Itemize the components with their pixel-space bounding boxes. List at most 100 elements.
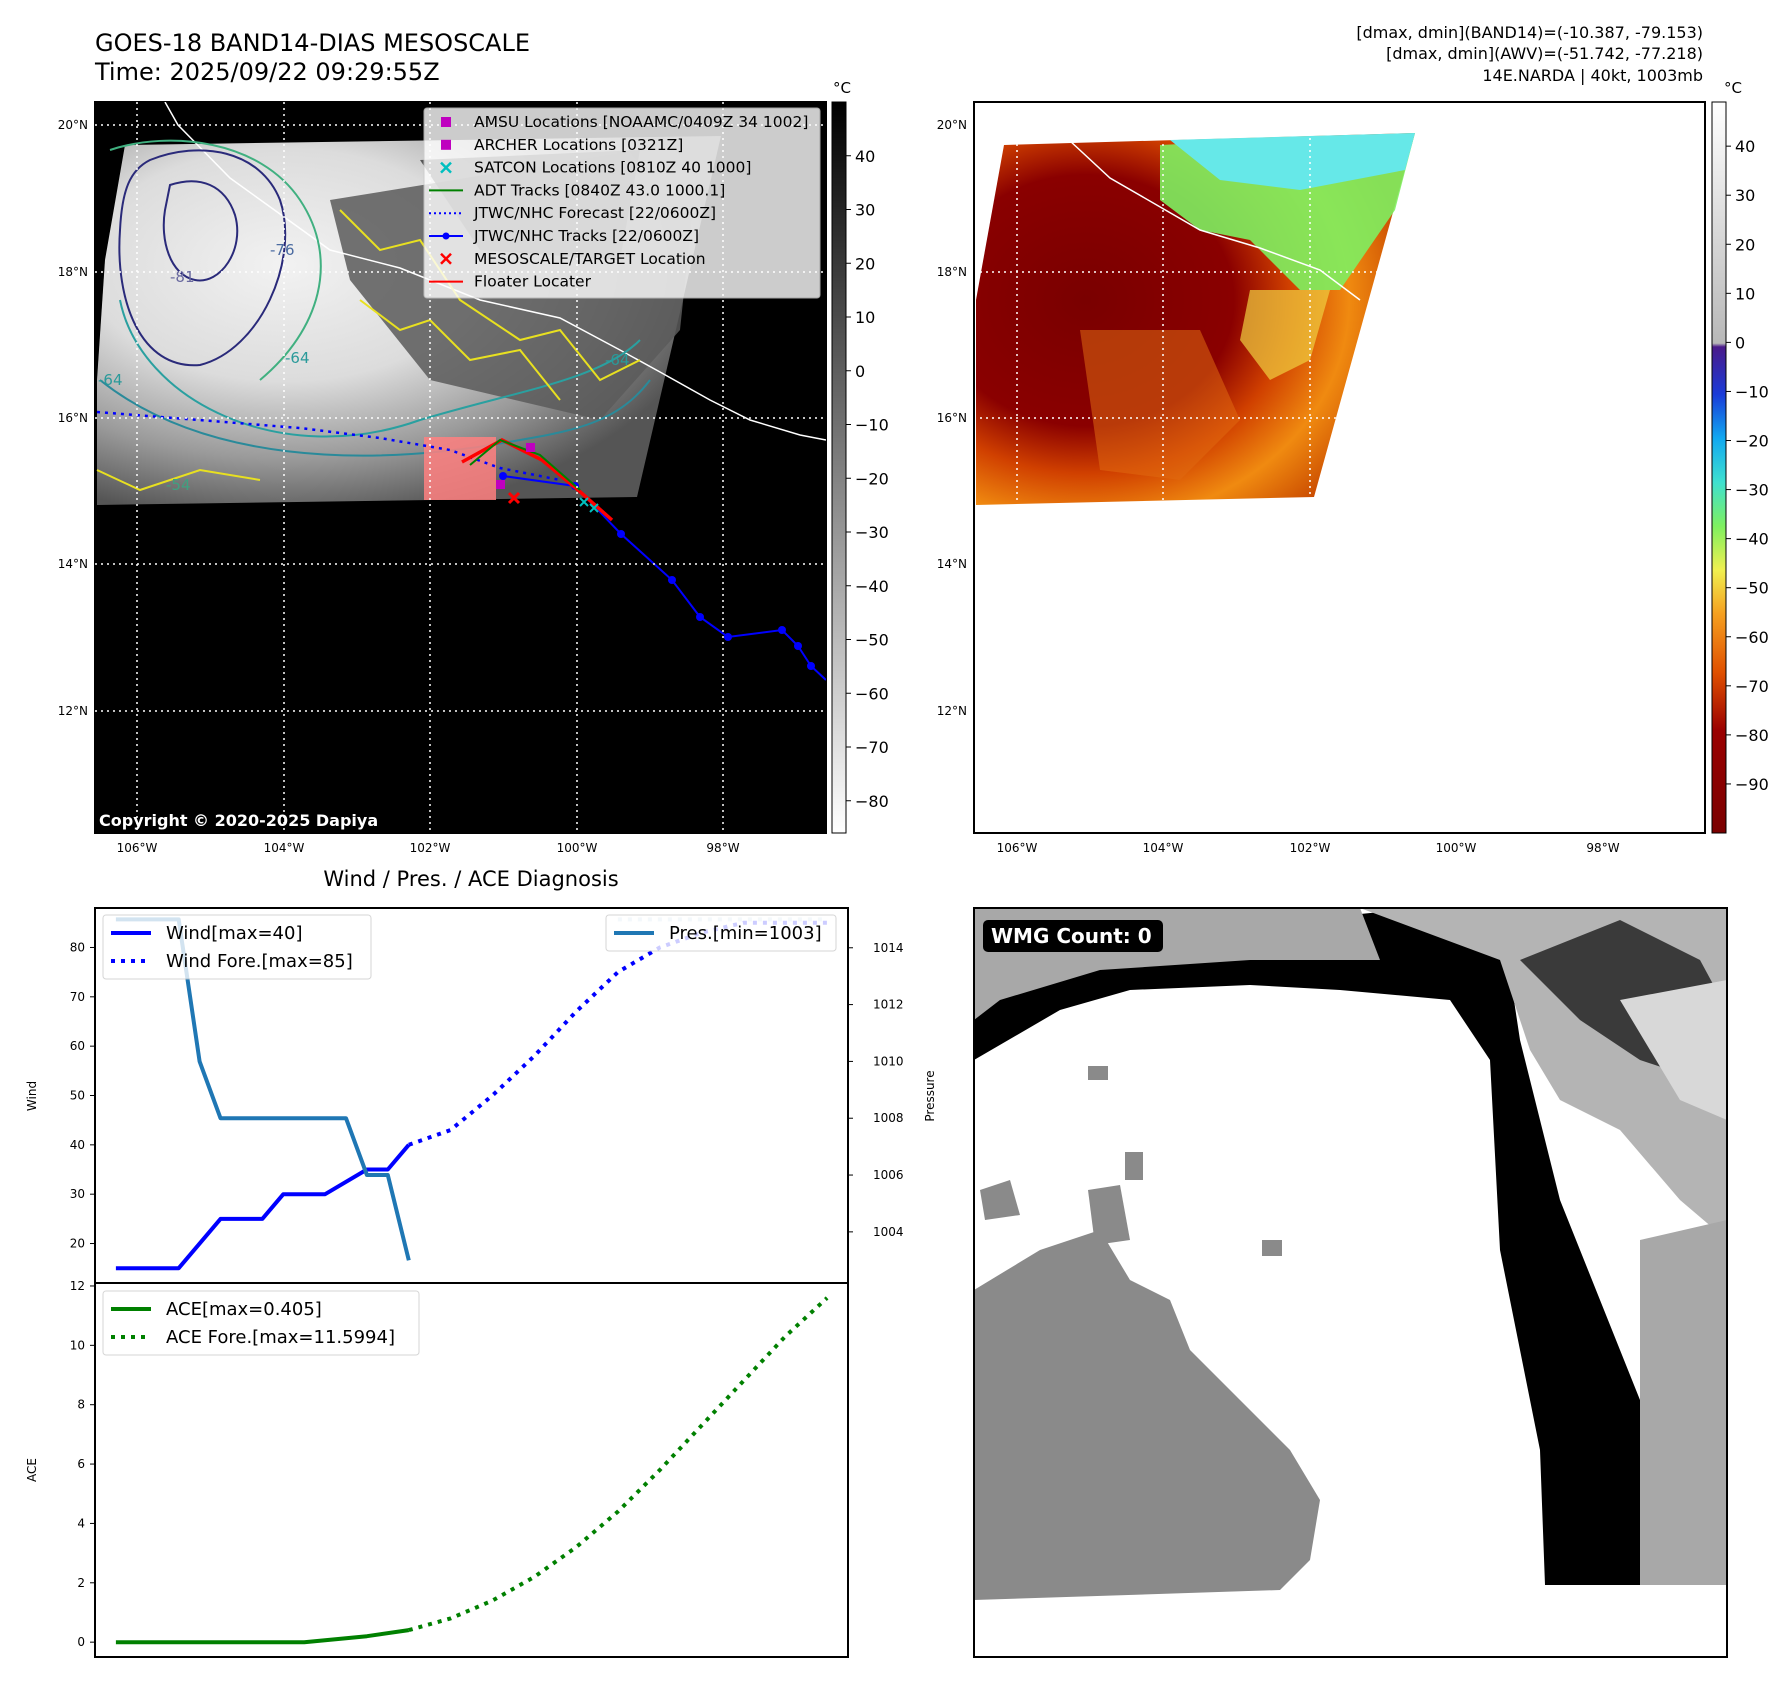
- pressure-legend: Pres.[min=1003]: [605, 914, 837, 952]
- y-tick: 4: [77, 1516, 85, 1530]
- y-tick: 2: [77, 1576, 85, 1590]
- copyright-text: Copyright © 2020-2025 Dapiya: [99, 811, 378, 830]
- legend-label: JTWC/NHC Forecast [22/0600Z]: [473, 204, 716, 222]
- wmg-gray-area: [974, 1230, 1320, 1600]
- y2-tick: 1008: [873, 1111, 904, 1125]
- band14-colorbar: °C 40 30 20 10 0 −10 −20 −30 −40 −50 −60 −70 −80: [831, 79, 889, 834]
- colorbar-tick: −90: [1735, 775, 1769, 794]
- ace-axis-label: ACE: [25, 1458, 39, 1482]
- contour-label: -81: [170, 268, 195, 286]
- awv-coastline: [1068, 139, 1361, 301]
- colorbar-tick: −60: [855, 684, 889, 703]
- series-line: [408, 1296, 829, 1633]
- lon-tick: 102°W: [1290, 841, 1331, 855]
- series-line: [115, 1143, 411, 1271]
- colorbar-unit: °C: [833, 79, 851, 97]
- lat-tick: 16°N: [937, 411, 967, 425]
- legend-label: SATCON Locations [0810Z 40 1000]: [474, 159, 751, 177]
- colorbar-tick: −50: [1735, 579, 1769, 598]
- colorbar-tick: 10: [855, 308, 875, 327]
- mesoscale-box: [424, 437, 496, 500]
- lat-tick: 20°N: [937, 118, 967, 132]
- y-tick: 12: [70, 1279, 85, 1293]
- colorbar-tick: −40: [1735, 530, 1769, 549]
- colorbar-tick: −80: [1735, 726, 1769, 745]
- colorbar-tick: 30: [1735, 186, 1755, 205]
- series-line: [115, 917, 411, 1261]
- y-tick: 6: [77, 1457, 85, 1471]
- legend-label: Pres.[min=1003]: [669, 923, 822, 944]
- y-tick: 70: [70, 990, 85, 1004]
- colorbar-tick: −20: [855, 469, 889, 488]
- wmg-panel: WMG Count: 0: [973, 907, 1728, 1658]
- lon-tick: 106°W: [117, 841, 158, 855]
- wind-pressure-panel: 20 30 40 50 60 70 80 1004 1006 1008 1010 1012 1014 W…: [25, 907, 937, 1284]
- colorbar-tick: 0: [855, 362, 865, 381]
- colorbar-tick: 40: [1735, 137, 1755, 156]
- colorbar-tick: −10: [1735, 382, 1769, 401]
- contour-label: -64: [285, 349, 310, 367]
- colorbar-tick: −20: [1735, 432, 1769, 451]
- lon-tick: 104°W: [264, 841, 305, 855]
- contour-label: -54: [166, 476, 191, 494]
- colorbar-tick: −70: [855, 738, 889, 757]
- y-tick: 0: [77, 1635, 85, 1649]
- colorbar-tick: −40: [855, 577, 889, 596]
- lat-tick: 18°N: [937, 265, 967, 279]
- y2-tick: 1012: [873, 998, 904, 1012]
- colorbar-tick: −60: [1735, 628, 1769, 647]
- coastline: [164, 102, 826, 441]
- series-line: [115, 1628, 410, 1645]
- contour-label: -76: [270, 241, 295, 259]
- colorbar-tick: −70: [1735, 677, 1769, 696]
- wind-axis-label: Wind: [25, 1081, 39, 1111]
- figure-title: GOES-18 BAND14-DIAS MESOSCALE: [95, 29, 530, 57]
- info-line: [dmax, dmin](AWV)=(-51.742, -77.218): [1386, 44, 1703, 63]
- legend-label: ACE[max=0.405]: [166, 1299, 322, 1320]
- legend-marker: [442, 232, 450, 240]
- lon-tick: 100°W: [1436, 841, 1477, 855]
- legend-label: ARCHER Locations [0321Z]: [474, 136, 683, 154]
- y2-tick: 1010: [873, 1054, 904, 1068]
- band14-map-panel: -81 -76 -64 -64 -64 -54 AMSU Locations […: [58, 79, 889, 855]
- figure-time: Time: 2025/09/22 09:29:55Z: [94, 58, 440, 86]
- lat-tick: 12°N: [937, 704, 967, 718]
- legend-label: ACE Fore.[max=11.5994]: [166, 1327, 395, 1348]
- colorbar-tick: 10: [1735, 284, 1755, 303]
- legend-label: Floater Locater: [474, 273, 592, 291]
- info-line: 14E.NARDA | 40kt, 1003mb: [1482, 66, 1703, 85]
- forecast-track: [96, 410, 561, 482]
- y-tick: 8: [77, 1398, 85, 1412]
- y-tick: 20: [70, 1237, 85, 1251]
- legend-label: MESOSCALE/TARGET Location: [474, 250, 706, 268]
- colorbar-tick: 0: [1735, 333, 1745, 352]
- ace-panel: 0 2 4 6 8 10 12 ACE ACE[max=0.405] ACE Fore.[m…: [25, 1279, 849, 1658]
- wind-legend: Wind[max=40] Wind Fore.[max=85]: [102, 914, 372, 980]
- lon-tick: 104°W: [1143, 841, 1184, 855]
- lon-tick: 98°W: [706, 841, 739, 855]
- lat-tick: 14°N: [58, 557, 88, 571]
- colorbar-unit: °C: [1724, 79, 1742, 97]
- lat-tick: 12°N: [58, 704, 88, 718]
- colorbar-tick: 30: [855, 201, 875, 220]
- y-tick: 40: [70, 1138, 85, 1152]
- lat-tick: 18°N: [58, 265, 88, 279]
- colorbar-tick: 40: [855, 147, 875, 166]
- y-tick: 50: [70, 1089, 85, 1103]
- legend-label: Wind[max=40]: [166, 923, 303, 944]
- y2-tick: 1014: [873, 941, 904, 955]
- series-line: [408, 920, 828, 1147]
- contour-label: -64: [98, 371, 123, 389]
- legend-marker: [440, 161, 452, 174]
- colorbar-tick: −50: [855, 631, 889, 650]
- legend-marker: [441, 139, 451, 150]
- y2-tick: 1004: [873, 1225, 904, 1239]
- awv-map-panel: 20°N 18°N 16°N 14°N 12°N 106°W 104°W 102…: [937, 79, 1769, 855]
- legend-label: AMSU Locations [NOAAMC/0409Z 34 1002]: [474, 113, 808, 131]
- legend-label: JTWC/NHC Tracks [22/0600Z]: [473, 227, 699, 245]
- lon-tick: 102°W: [410, 841, 451, 855]
- y-tick: 60: [70, 1039, 85, 1053]
- awv-colorbar: °C 40 30 20 10 0 −10 −20 −30 −40 −50 −60 −70 −80 −90: [1711, 79, 1769, 834]
- y-tick: 80: [70, 940, 85, 954]
